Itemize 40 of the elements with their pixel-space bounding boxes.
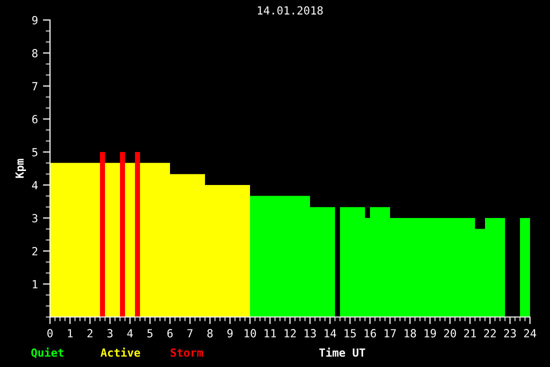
chart-title: 14.01.2018: [258, 6, 323, 15]
x-tick-label: 22: [484, 329, 496, 338]
x-tick-label: 19: [424, 329, 436, 338]
y-tick-label: 8: [32, 49, 38, 58]
y-tick-label: 2: [32, 247, 38, 256]
x-axis-title: Time UT: [319, 348, 366, 357]
x-tick-label: 7: [187, 329, 193, 338]
x-tick-label: 11: [264, 329, 276, 338]
x-tick-label: 17: [384, 329, 396, 338]
x-tick-label: 5: [147, 329, 152, 338]
text: Active: [100, 348, 140, 357]
y-axis-title: Kpm: [16, 158, 26, 178]
x-tick-label: 12: [284, 329, 296, 338]
y-tick-label: 1: [32, 280, 38, 288]
x-tick-label: 24: [524, 329, 536, 338]
x-tick-label: 2: [87, 329, 92, 338]
x-tick-label: 15: [344, 329, 356, 338]
x-tick-label: 1: [68, 329, 73, 338]
y-tick-label: 9: [32, 16, 38, 24]
x-tick-label: 6: [167, 329, 173, 338]
y-tick-label: 3: [32, 214, 38, 222]
x-tick-label: 9: [227, 329, 233, 338]
x-tick-label: 23: [504, 329, 516, 338]
x-tick-label: 4: [127, 329, 133, 338]
text: Storm: [170, 348, 204, 357]
x-tick-label: 0: [47, 329, 53, 338]
text: Quiet: [31, 348, 64, 358]
x-tick-label: 10: [244, 329, 256, 338]
x-tick-label: 16: [364, 329, 376, 338]
x-tick-label: 14: [324, 329, 336, 338]
x-tick-label: 20: [444, 329, 456, 338]
x-tick-label: 3: [107, 329, 113, 338]
x-tick-label: 13: [304, 329, 316, 338]
x-tick-label: 8: [207, 329, 213, 338]
y-tick-label: 5: [32, 148, 38, 156]
x-tick-label: 21: [464, 329, 476, 338]
y-tick-label: 4: [32, 181, 38, 190]
x-tick-label: 18: [404, 329, 416, 338]
y-tick-label: 7: [32, 82, 38, 90]
y-tick-label: 6: [32, 115, 38, 124]
